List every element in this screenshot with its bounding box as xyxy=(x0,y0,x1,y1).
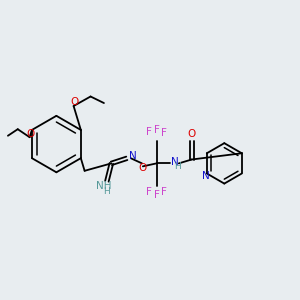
Text: F: F xyxy=(161,187,167,197)
Text: O: O xyxy=(26,129,34,139)
Text: O: O xyxy=(70,98,79,107)
Text: N: N xyxy=(129,151,136,161)
Text: F: F xyxy=(161,128,167,138)
Text: F: F xyxy=(146,187,152,196)
Text: N: N xyxy=(171,157,179,167)
Text: F: F xyxy=(146,127,152,137)
Text: H: H xyxy=(103,187,110,196)
Text: O: O xyxy=(138,163,147,172)
Text: N: N xyxy=(202,172,210,182)
Text: NH: NH xyxy=(96,181,112,191)
Text: F: F xyxy=(154,190,160,200)
Text: H: H xyxy=(175,162,181,171)
Text: O: O xyxy=(188,129,196,139)
Text: F: F xyxy=(154,125,160,135)
